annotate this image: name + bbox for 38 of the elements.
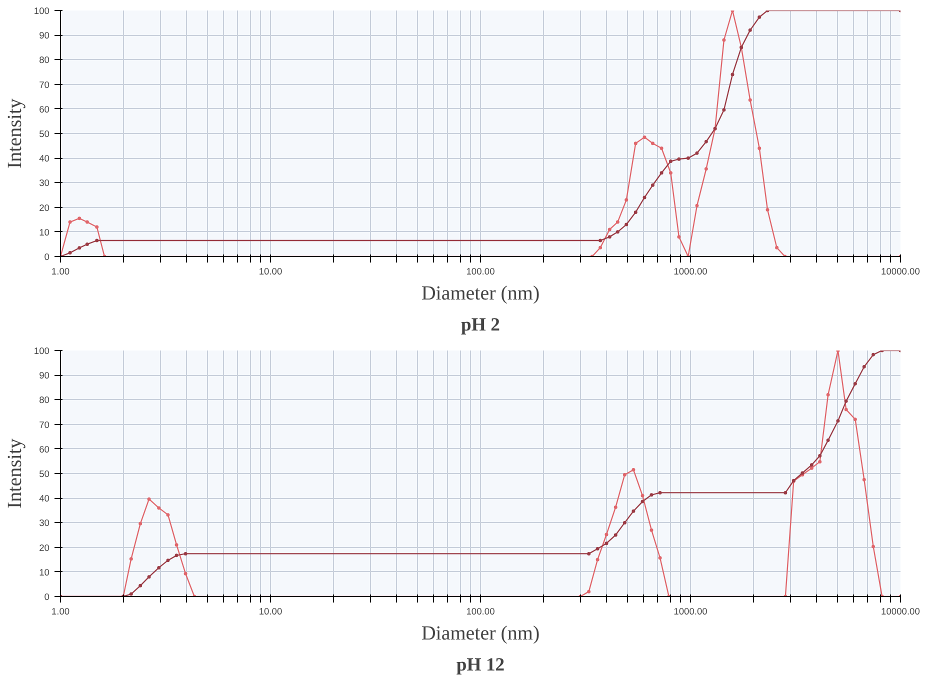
- x-axis-title: Diameter (nm): [421, 622, 540, 644]
- y-tick-label: 50: [39, 129, 50, 139]
- y-tick-label: 10: [39, 227, 50, 238]
- x-tick-label: 1000.00: [674, 266, 708, 276]
- y-tick-label: 40: [39, 494, 50, 504]
- x-tick-label: 10000.00: [881, 266, 920, 276]
- y-tick-label: 60: [39, 104, 50, 114]
- y-tick-label: 0: [44, 252, 50, 262]
- y-tick-label: 10: [39, 567, 50, 578]
- y-tick-label: 30: [39, 178, 50, 188]
- y-tick-label: 80: [39, 55, 50, 66]
- y-tick-label: 100: [34, 6, 50, 16]
- y-tick-label: 100: [34, 346, 50, 356]
- text: pH 12: [456, 654, 505, 676]
- y-tick-label: 80: [39, 395, 50, 406]
- text: pH 2: [461, 314, 500, 336]
- y-tick-label: 90: [39, 30, 50, 41]
- x-tick-label: 1.00: [51, 266, 70, 276]
- y-tick-label: 20: [39, 202, 50, 213]
- y-tick-label: 70: [39, 80, 50, 90]
- x-tick-label: 1.00: [51, 606, 70, 616]
- y-tick-label: 70: [39, 420, 50, 430]
- x-axis-title: Diameter (nm): [421, 282, 540, 304]
- x-tick-label: 10.00: [258, 266, 282, 276]
- y-tick-label: 20: [39, 542, 50, 553]
- x-tick-label: 10.00: [258, 606, 282, 616]
- y-tick-label: 30: [39, 518, 50, 528]
- x-tick-label: 10000.00: [881, 606, 920, 616]
- y-axis-title: Intensity: [4, 438, 26, 508]
- x-tick-label: 1000.00: [674, 606, 708, 616]
- y-tick-label: 0: [44, 592, 50, 602]
- y-tick-label: 50: [39, 469, 50, 479]
- x-tick-label: 100.00: [466, 606, 495, 616]
- y-tick-label: 60: [39, 444, 50, 454]
- x-tick-label: 100.00: [466, 266, 495, 276]
- y-tick-label: 40: [39, 154, 50, 164]
- y-tick-label: 90: [39, 370, 50, 381]
- y-axis-title: Intensity: [4, 98, 26, 168]
